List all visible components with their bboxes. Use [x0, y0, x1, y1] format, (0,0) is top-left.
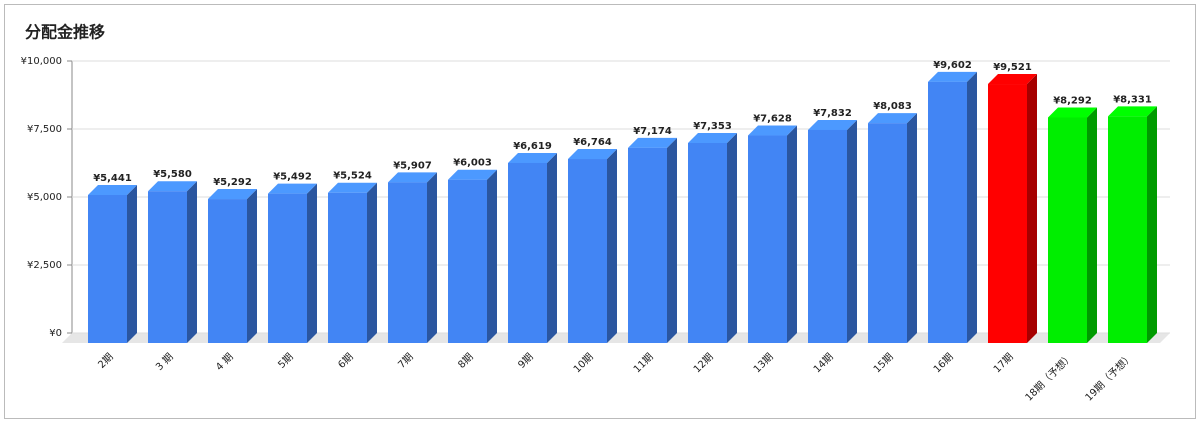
bar: [448, 169, 497, 343]
bar-top: [508, 152, 557, 163]
bar: [868, 113, 917, 344]
bar-side: [607, 149, 617, 343]
bar-top: [1048, 107, 1097, 118]
bar-front: [388, 182, 427, 343]
y-tick-label: ¥7,500: [27, 124, 62, 135]
value-label: ¥9,521: [993, 62, 1032, 73]
bar-front: [508, 162, 547, 343]
value-label: ¥6,764: [573, 137, 612, 148]
bar-top: [1108, 106, 1157, 117]
bar-front: [268, 193, 307, 343]
bar-top: [268, 183, 317, 194]
value-label: ¥7,174: [633, 126, 672, 137]
bar-front: [928, 81, 967, 344]
value-label: ¥6,619: [513, 141, 552, 152]
bar: [508, 152, 557, 343]
bar-front: [1108, 116, 1147, 344]
value-label: ¥5,492: [273, 172, 312, 183]
bar: [748, 125, 797, 343]
value-label: ¥5,907: [393, 160, 432, 171]
y-tick-label: ¥10,000: [21, 56, 62, 67]
bar: [808, 119, 857, 343]
bar-top: [988, 74, 1037, 85]
value-label: ¥8,292: [1053, 95, 1092, 106]
bar: [268, 183, 317, 343]
bar-front: [748, 135, 787, 343]
bar-side: [667, 137, 677, 343]
bar-side: [487, 169, 497, 343]
bar-front: [208, 199, 247, 343]
bar-side: [127, 185, 137, 343]
bar-top: [928, 71, 977, 82]
bar: [688, 132, 737, 343]
bar-top: [148, 181, 197, 192]
bar: [1048, 107, 1097, 343]
bar-top: [688, 132, 737, 143]
bar-top: [88, 185, 137, 196]
bar-top: [208, 189, 257, 200]
bar-front: [148, 191, 187, 343]
bar-top: [808, 119, 857, 130]
bar: [388, 172, 437, 343]
bar-front: [1048, 117, 1087, 343]
y-tick-label: ¥5,000: [27, 192, 62, 203]
value-label: ¥5,441: [93, 173, 132, 184]
bar: [928, 71, 977, 344]
y-tick-label: ¥2,500: [27, 260, 62, 271]
value-label: ¥9,602: [933, 60, 972, 71]
bar: [208, 189, 257, 343]
bar-front: [868, 123, 907, 344]
bar-front: [328, 192, 367, 343]
bar-front: [88, 195, 127, 343]
bar-side: [847, 119, 857, 343]
bar-front: [448, 179, 487, 343]
bar-side: [1147, 106, 1157, 344]
bar-front: [688, 142, 727, 343]
value-label: ¥7,832: [813, 108, 852, 119]
bar-side: [787, 125, 797, 343]
bar-top: [448, 169, 497, 180]
value-label: ¥6,003: [453, 158, 492, 169]
bar-side: [367, 182, 377, 343]
bar: [88, 185, 137, 343]
bar-top: [328, 182, 377, 193]
bar: [148, 181, 197, 343]
value-label: ¥8,083: [873, 101, 912, 112]
bar: [1108, 106, 1157, 344]
bar-side: [427, 172, 437, 343]
y-tick-label: ¥0: [49, 328, 62, 339]
bar-side: [307, 183, 317, 343]
bar-top: [388, 172, 437, 183]
chart-title: 分配金推移: [25, 23, 105, 42]
bar-side: [187, 181, 197, 343]
value-label: ¥8,331: [1113, 94, 1152, 105]
bar-front: [808, 129, 847, 343]
value-label: ¥7,353: [693, 121, 732, 132]
value-label: ¥5,524: [333, 171, 372, 182]
bar-top: [568, 149, 617, 160]
value-label: ¥5,580: [153, 169, 192, 180]
bar: [568, 149, 617, 343]
bar: [328, 182, 377, 343]
bar-side: [547, 152, 557, 343]
bar-top: [628, 137, 677, 148]
bar-side: [907, 113, 917, 344]
bar-side: [1087, 107, 1097, 343]
bar: [628, 137, 677, 343]
value-label: ¥7,628: [753, 114, 792, 125]
bar-front: [628, 147, 667, 343]
bar-front: [988, 84, 1027, 343]
bar-top: [868, 113, 917, 124]
bar-side: [967, 71, 977, 344]
bar-side: [727, 132, 737, 343]
bar-front: [568, 159, 607, 343]
value-label: ¥5,292: [213, 177, 252, 188]
bar: [988, 74, 1037, 343]
bar-side: [1027, 74, 1037, 343]
bar-side: [247, 189, 257, 343]
bar-top: [748, 125, 797, 136]
